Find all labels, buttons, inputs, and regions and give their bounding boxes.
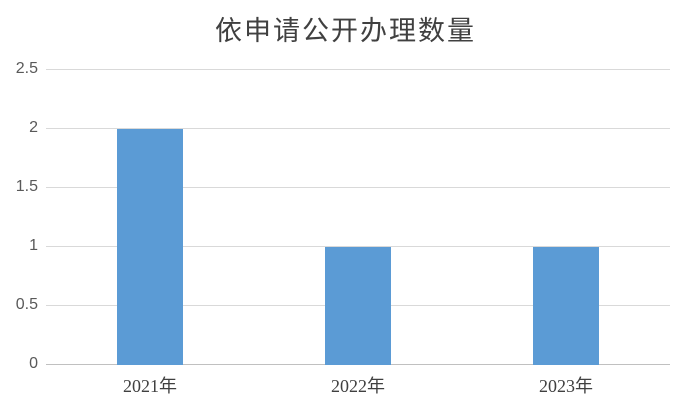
y-tick-label: 2.5	[15, 60, 38, 77]
y-tick-label: 1	[29, 237, 38, 254]
y-tick-label: 0.5	[15, 296, 38, 313]
x-tick-label: 2021年	[123, 376, 177, 396]
y-tick-label: 1.5	[15, 178, 38, 195]
y-gridline	[46, 187, 670, 188]
y-gridline	[46, 69, 670, 70]
y-gridline	[46, 128, 670, 129]
x-tick-label: 2022年	[331, 376, 385, 396]
y-tick-label: 0	[29, 355, 38, 372]
x-tick-label: 2023年	[539, 376, 593, 396]
bar-2022年	[325, 247, 391, 365]
y-gridline	[46, 246, 670, 247]
bar-2023年	[533, 247, 599, 365]
bar-2021年	[117, 129, 183, 365]
y-tick-label: 2	[29, 119, 38, 136]
chart-title: 依申请公开办理数量	[215, 16, 476, 46]
